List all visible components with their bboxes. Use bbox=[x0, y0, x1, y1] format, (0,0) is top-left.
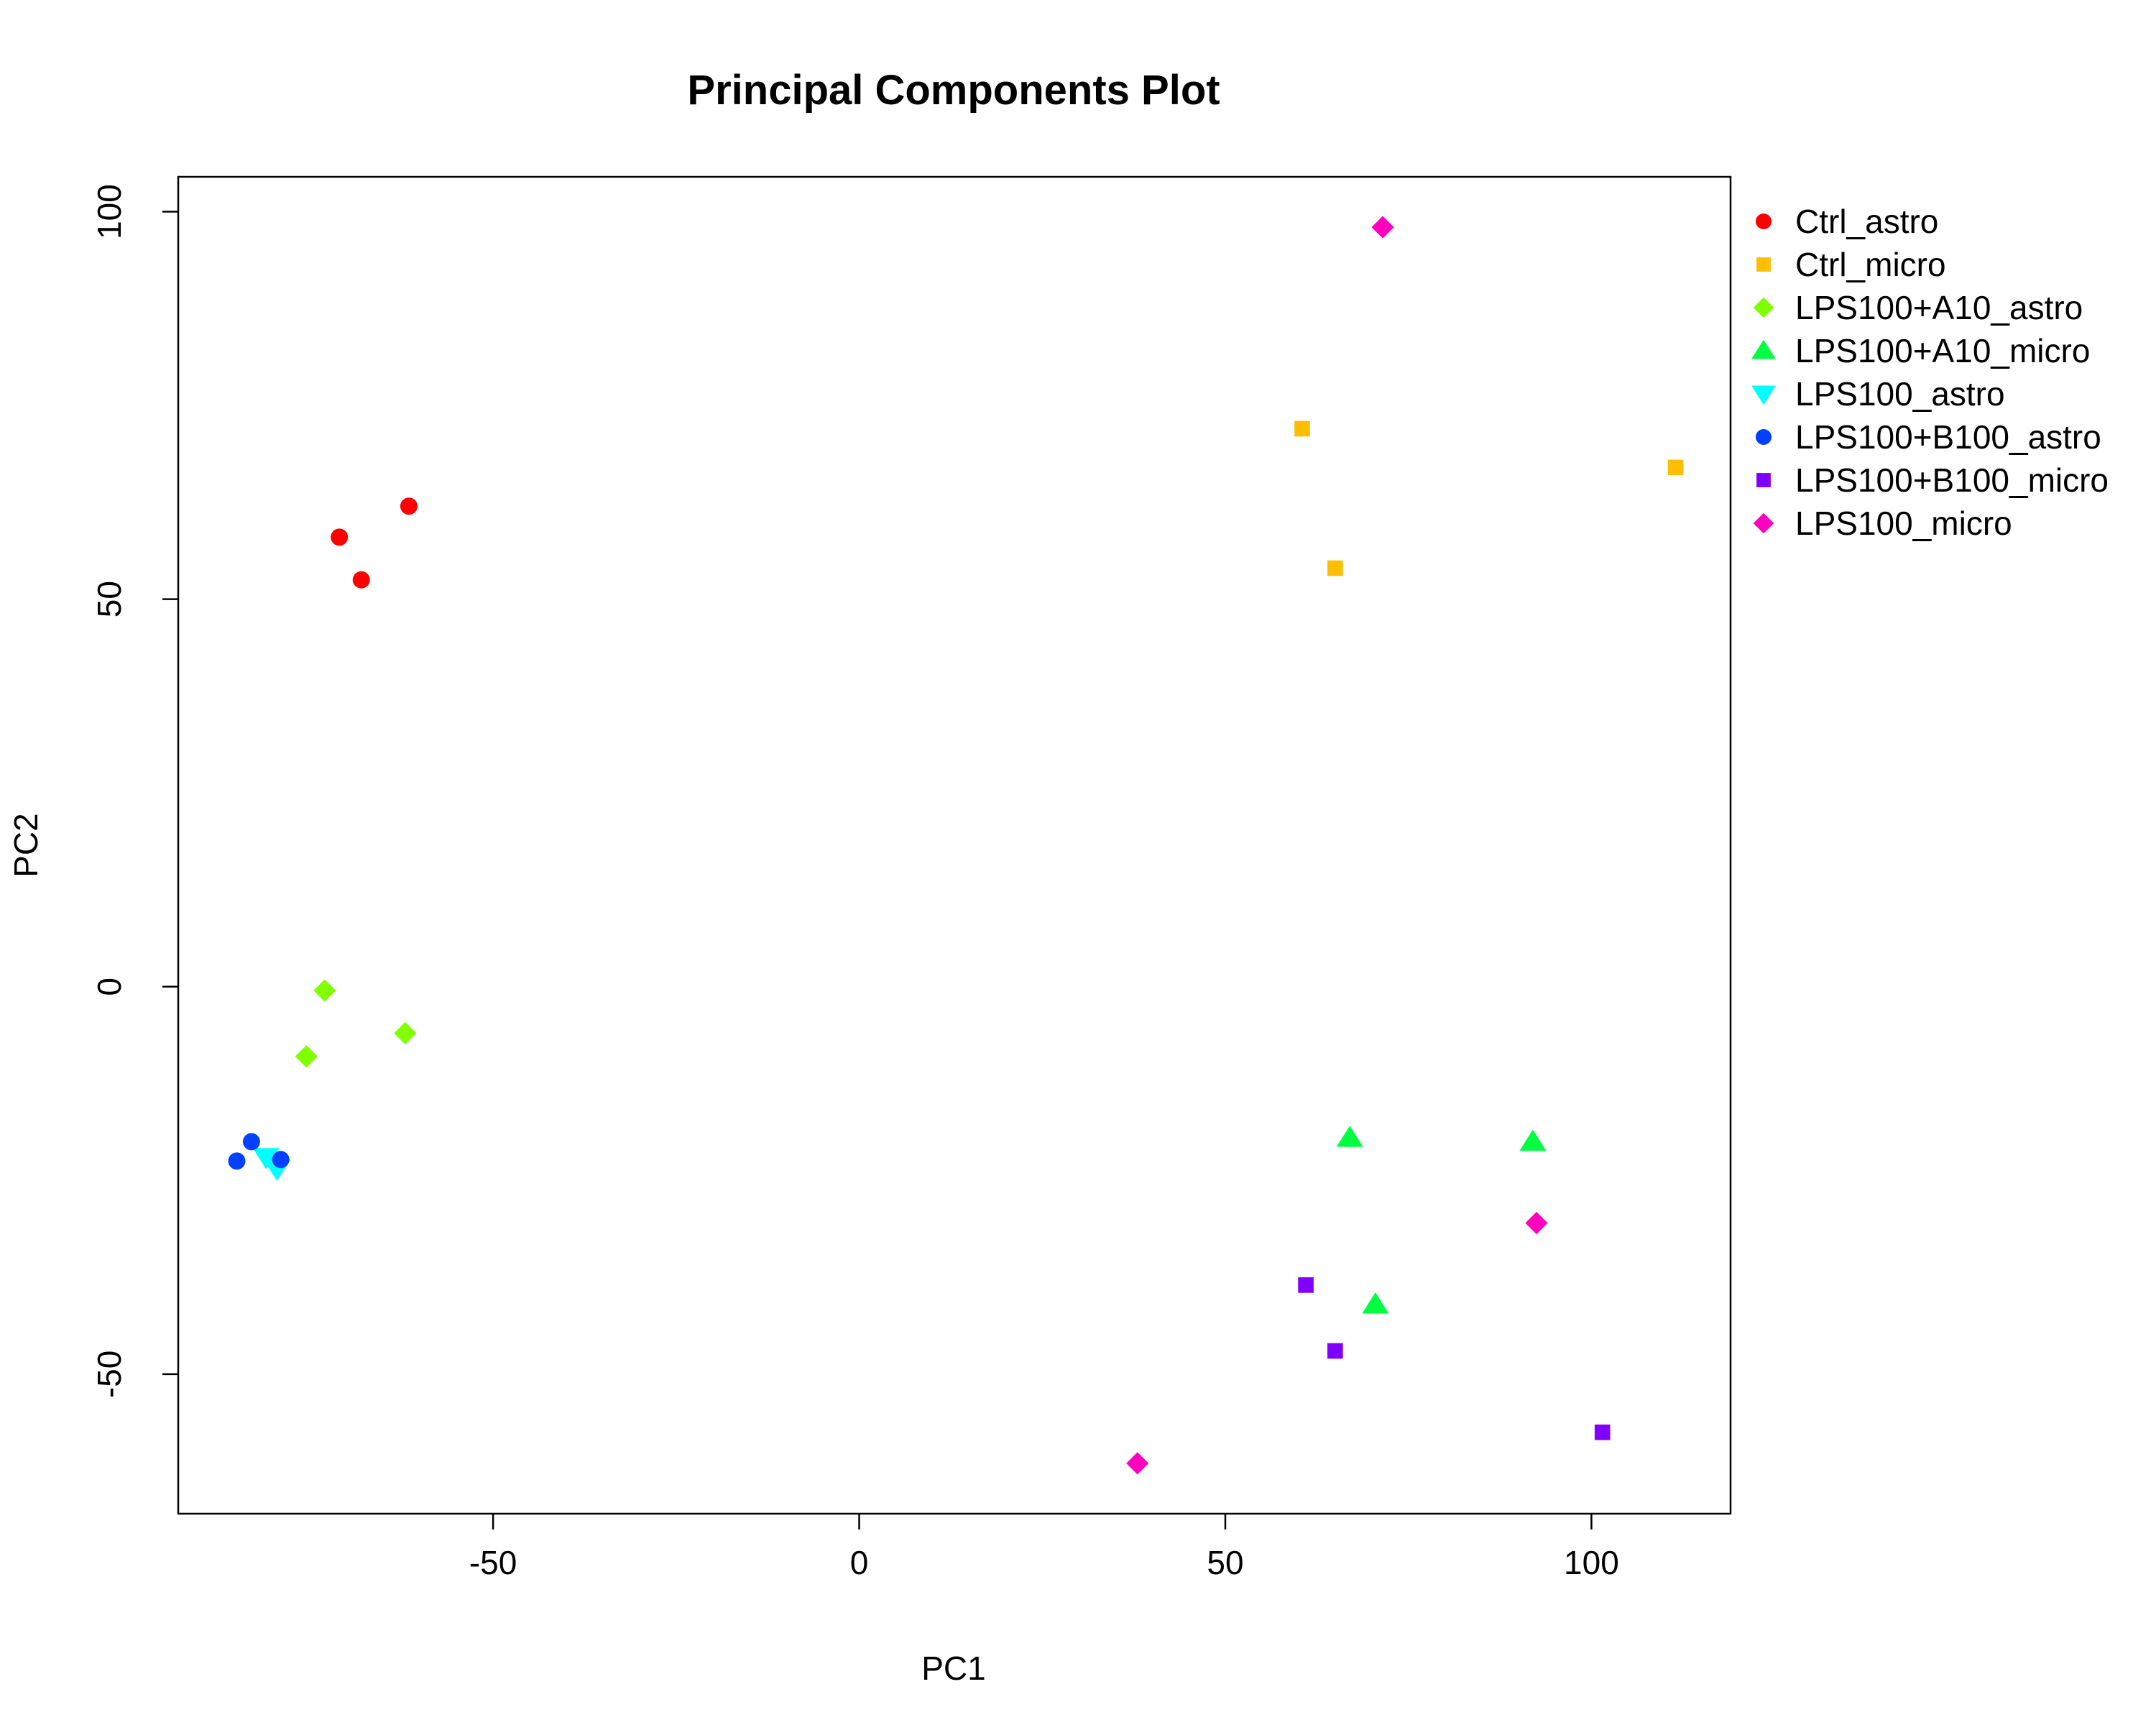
data-point bbox=[1327, 560, 1343, 576]
legend-marker bbox=[1756, 257, 1771, 272]
legend-marker bbox=[1756, 429, 1772, 445]
legend-marker bbox=[1751, 385, 1776, 405]
legend-marker bbox=[1756, 473, 1771, 487]
x-tick-label: 50 bbox=[1207, 1544, 1243, 1581]
x-axis-label: PC1 bbox=[921, 1650, 985, 1687]
data-point bbox=[1294, 420, 1310, 437]
data-point bbox=[313, 979, 336, 1002]
legend-marker bbox=[1753, 512, 1774, 534]
data-point bbox=[1327, 1343, 1343, 1359]
data-point bbox=[1336, 1126, 1363, 1147]
data-point bbox=[1298, 1277, 1314, 1293]
legend-label: Ctrl_astro bbox=[1795, 203, 1938, 240]
legend-label: LPS100+A10_astro bbox=[1795, 289, 2083, 326]
data-point bbox=[242, 1133, 260, 1151]
legend-marker bbox=[1756, 213, 1772, 229]
legend-label: LPS100+B100_astro bbox=[1795, 418, 2101, 456]
y-tick-label: 50 bbox=[91, 581, 128, 617]
legend-label: LPS100+A10_micro bbox=[1795, 332, 2090, 369]
legend-label: Ctrl_micro bbox=[1795, 246, 1946, 283]
data-point bbox=[1594, 1424, 1611, 1440]
y-axis: -50 0 50 100 bbox=[91, 184, 178, 1398]
data-point bbox=[400, 497, 418, 515]
y-tick-label: -50 bbox=[91, 1351, 128, 1398]
data-point bbox=[394, 1021, 417, 1045]
legend-marker bbox=[1753, 297, 1774, 318]
data-point bbox=[1519, 1129, 1547, 1151]
legend-label: LPS100+B100_micro bbox=[1795, 461, 2109, 499]
data-point bbox=[1126, 1452, 1149, 1475]
data-point bbox=[1362, 1292, 1389, 1314]
x-tick-label: -50 bbox=[469, 1544, 517, 1581]
data-points bbox=[228, 216, 1684, 1475]
data-point bbox=[352, 571, 370, 589]
data-point bbox=[1371, 216, 1394, 239]
chart-title: Principal Components Plot bbox=[687, 67, 1220, 114]
x-tick-label: 0 bbox=[850, 1544, 869, 1581]
data-point bbox=[295, 1045, 318, 1068]
x-tick-label: 100 bbox=[1564, 1544, 1619, 1581]
y-tick-label: 100 bbox=[91, 184, 128, 239]
data-point bbox=[1525, 1212, 1548, 1235]
data-point bbox=[331, 528, 349, 546]
data-point bbox=[272, 1151, 290, 1169]
x-axis: -50 0 50 100 bbox=[469, 1514, 1619, 1581]
legend-label: LPS100_astro bbox=[1795, 375, 2005, 413]
legend-marker bbox=[1751, 339, 1776, 359]
legend: Ctrl_astro Ctrl_micro LPS100+A10_astro LPS1… bbox=[1751, 203, 2109, 542]
data-point bbox=[228, 1152, 246, 1170]
plot-frame bbox=[177, 175, 1732, 1515]
y-tick-label: 0 bbox=[91, 978, 128, 996]
data-point bbox=[1667, 459, 1684, 476]
legend-label: LPS100_micro bbox=[1795, 505, 2012, 542]
y-axis-label: PC2 bbox=[7, 813, 45, 877]
